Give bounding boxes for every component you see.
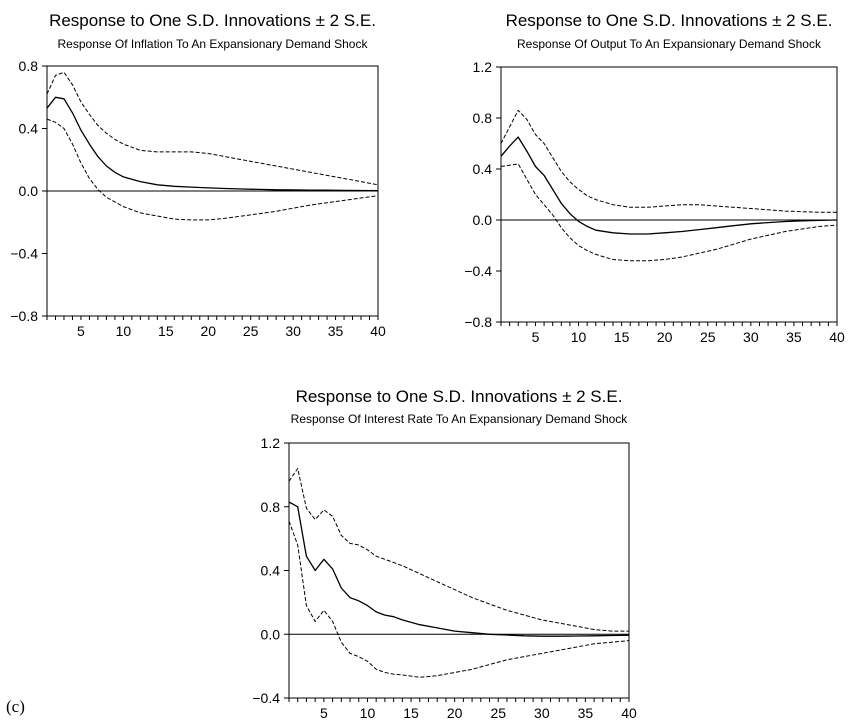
interest-x-tick-label: 5 bbox=[320, 705, 328, 721]
inflation-response-line bbox=[46, 96, 379, 192]
interest-y-tick-label: 0.8 bbox=[261, 499, 281, 515]
inflation-x-tick-label: 20 bbox=[200, 323, 216, 339]
output-y-tick-label: −0.8 bbox=[464, 314, 492, 330]
inflation-x-tick-label: 35 bbox=[328, 323, 344, 339]
output-x-tick-label: 40 bbox=[829, 329, 845, 345]
inflation-x-tick-label: 30 bbox=[285, 323, 301, 339]
output-x-tick-label: 30 bbox=[743, 329, 759, 345]
inflation-x-tick-label: 10 bbox=[116, 323, 132, 339]
output-x-tick-label: 5 bbox=[532, 329, 540, 345]
inflation-upper-band-line bbox=[46, 71, 379, 186]
interest-y-tick-label: 0.0 bbox=[261, 626, 281, 642]
inflation-chart-subtitle: Response Of Inflation To An Expansionary… bbox=[58, 37, 369, 51]
output-y-tick-label: 0.0 bbox=[473, 212, 493, 228]
inflation-lower-band-line bbox=[46, 118, 379, 221]
interest-x-tick-label: 40 bbox=[621, 705, 637, 721]
interest-chart-title: Response to One S.D. Innovations ± 2 S.E… bbox=[296, 387, 623, 406]
output-x-tick-label: 35 bbox=[786, 329, 802, 345]
interest-response-line bbox=[288, 501, 630, 637]
output-x-tick-label: 15 bbox=[614, 329, 630, 345]
output-x-tick-label: 25 bbox=[700, 329, 716, 345]
interest-x-tick-label: 35 bbox=[578, 705, 594, 721]
inflation-y-tick-label: −0.4 bbox=[10, 246, 38, 262]
inflation-x-tick-label: 40 bbox=[370, 323, 386, 339]
output-y-tick-label: 0.8 bbox=[473, 110, 493, 126]
interest-x-tick-label: 25 bbox=[490, 705, 506, 721]
output-x-tick-label: 20 bbox=[657, 329, 673, 345]
inflation-y-tick-label: 0.0 bbox=[19, 183, 39, 199]
interest-x-tick-label: 20 bbox=[447, 705, 463, 721]
interest-x-tick-label: 30 bbox=[534, 705, 550, 721]
inflation-x-tick-label: 5 bbox=[77, 323, 85, 339]
interest-y-tick-label: −0.4 bbox=[252, 690, 280, 706]
interest-y-tick-label: 1.2 bbox=[261, 435, 281, 451]
interest-upper-band-line bbox=[288, 468, 629, 632]
inflation-y-tick-label: 0.8 bbox=[19, 58, 39, 74]
inflation-y-tick-label: 0.4 bbox=[19, 121, 39, 137]
output-y-tick-label: −0.4 bbox=[464, 263, 492, 279]
interest-lower-band-line bbox=[288, 520, 630, 678]
output-x-tick-label: 10 bbox=[571, 329, 587, 345]
inflation-chart-title: Response to One S.D. Innovations ± 2 S.E… bbox=[49, 11, 376, 30]
output-y-tick-label: 0.4 bbox=[473, 161, 493, 177]
interest-x-tick-label: 10 bbox=[360, 705, 376, 721]
figure-panel-label: (c) bbox=[6, 697, 25, 716]
output-response-line bbox=[500, 136, 838, 235]
inflation-x-tick-label: 15 bbox=[158, 323, 174, 339]
interest-plot-frame bbox=[288, 442, 630, 699]
inflation-x-tick-label: 25 bbox=[243, 323, 259, 339]
inflation-y-tick-label: −0.8 bbox=[10, 308, 38, 324]
output-chart-title: Response to One S.D. Innovations ± 2 S.E… bbox=[506, 11, 833, 30]
output-lower-band-line bbox=[500, 163, 838, 262]
output-y-tick-label: 1.2 bbox=[473, 59, 493, 75]
interest-y-tick-label: 0.4 bbox=[261, 563, 281, 579]
output-chart-subtitle: Response Of Output To An Expansionary De… bbox=[517, 37, 822, 51]
output-plot-frame bbox=[500, 66, 838, 323]
interest-chart-subtitle: Response Of Interest Rate To An Expansio… bbox=[291, 412, 629, 426]
interest-x-tick-label: 15 bbox=[403, 705, 419, 721]
output-upper-band-line bbox=[500, 109, 837, 213]
